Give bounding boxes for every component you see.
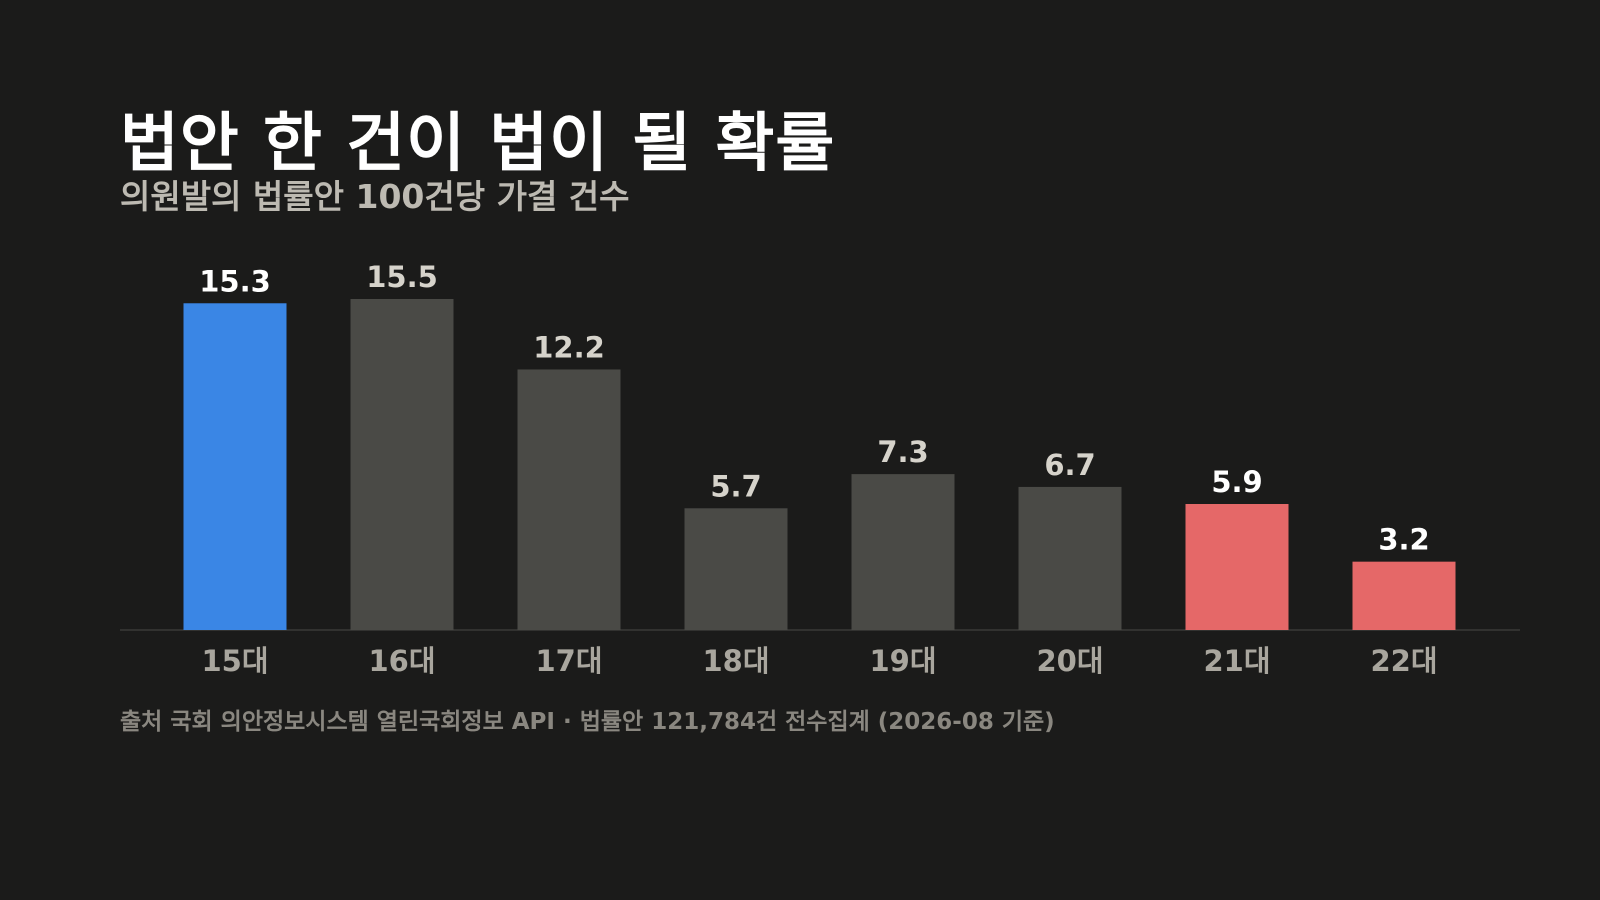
bar-value-label: 15.5	[366, 260, 438, 294]
bar	[1352, 561, 1456, 630]
category-label: 20대	[1036, 644, 1103, 678]
bar	[1185, 504, 1289, 630]
category-label: 21대	[1203, 644, 1270, 678]
bar	[183, 303, 287, 630]
bar-value-label: 7.3	[877, 435, 928, 469]
bar-value-label: 15.3	[199, 264, 271, 298]
bar	[350, 299, 454, 630]
category-label: 19대	[869, 644, 936, 678]
bar	[684, 508, 788, 630]
bar-value-label: 5.7	[710, 469, 761, 503]
category-label: 18대	[702, 644, 769, 678]
bar	[517, 369, 621, 630]
bar	[1018, 486, 1122, 630]
category-label: 16대	[368, 644, 435, 678]
bar-value-label: 3.2	[1378, 523, 1429, 557]
bar	[851, 474, 955, 630]
chart-title: 법안 한 건이 법이 될 확률	[120, 107, 836, 181]
bar-value-label: 12.2	[533, 330, 605, 364]
chart-subtitle: 의원발의 법률안 100건당 가결 건수	[120, 177, 630, 216]
category-label: 17대	[535, 644, 602, 678]
category-label: 15대	[201, 644, 268, 678]
bar-value-label: 6.7	[1044, 448, 1095, 482]
source-note: 출처 국회 의안정보시스템 열린국회정보 API · 법률안 121,784건 …	[120, 709, 1055, 735]
category-label: 22대	[1370, 644, 1437, 678]
bar-value-label: 5.9	[1211, 465, 1262, 499]
